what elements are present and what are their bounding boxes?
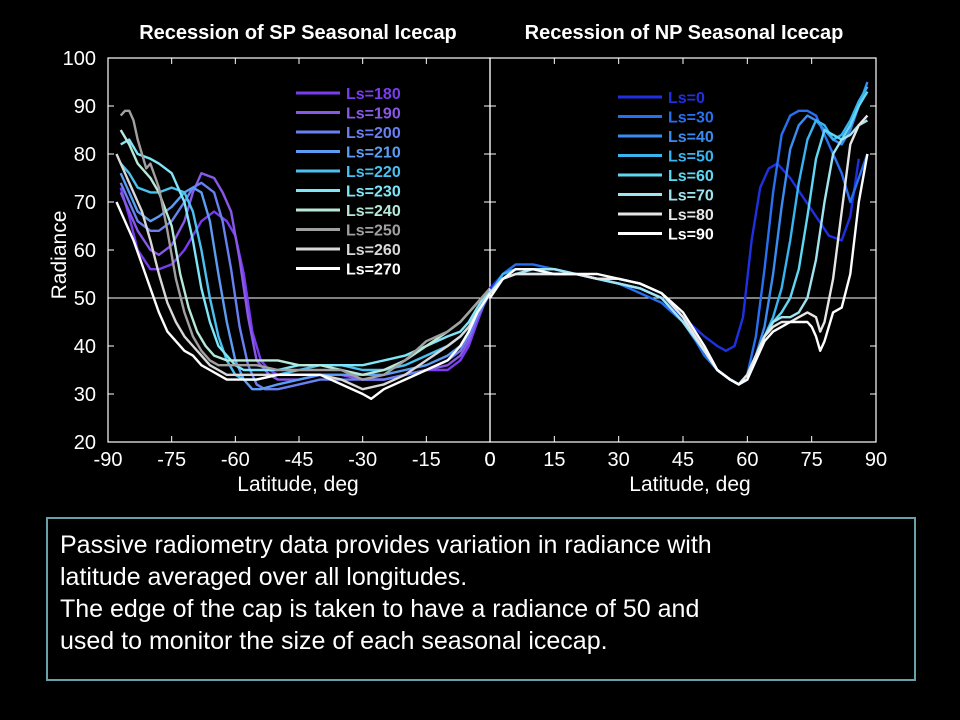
np-legend-label: Ls=70	[668, 188, 714, 205]
sp-y-tick-label: 30	[74, 384, 96, 406]
np-legend-label: Ls=50	[668, 149, 714, 166]
sp-series-line	[119, 109, 491, 381]
sp-x-tick-label: -90	[94, 449, 123, 471]
sp-y-tick-label: 60	[74, 240, 96, 262]
np-legend-label: Ls=80	[668, 207, 714, 224]
sp-x-axis-label: Latitude, deg	[237, 473, 358, 496]
caption-line: latitude averaged over all longitudes.	[60, 563, 468, 591]
np-chart-title: Recession of NP Seasonal Icecap	[525, 22, 844, 44]
sp-y-tick-label: 20	[74, 432, 96, 454]
sp-series-line	[119, 172, 492, 391]
np-x-axis-label: Latitude, deg	[629, 473, 750, 496]
y-axis-label: Radiance	[48, 211, 71, 300]
caption-line: Passive radiometry data provides variati…	[60, 531, 712, 559]
np-x-tick-label: 90	[865, 449, 887, 471]
sp-legend-label: Ls=270	[346, 262, 401, 279]
sp-y-tick-label: 70	[74, 192, 96, 214]
sp-series-line	[119, 181, 492, 391]
sp-legend-label: Ls=180	[346, 86, 401, 103]
np-icecap-panel: Recession of NP Seasonal Icecap Latitude…	[484, 22, 887, 496]
np-x-tick-label: 45	[672, 449, 694, 471]
caption-line: The edge of the cap is taken to have a r…	[60, 595, 700, 623]
sp-legend-label: Ls=250	[346, 223, 401, 240]
sp-legend-label: Ls=220	[346, 164, 401, 181]
sp-series-line	[119, 162, 492, 381]
sp-legend-label: Ls=240	[346, 203, 401, 220]
sp-series-line	[119, 129, 491, 376]
sp-legend-label: Ls=260	[346, 242, 401, 259]
np-legend-label: Ls=0	[668, 90, 705, 107]
sp-x-tick-label: -15	[412, 449, 441, 471]
sp-y-tick-label: 100	[63, 48, 96, 70]
np-x-tick-label: 30	[608, 449, 630, 471]
sp-series-line	[115, 201, 492, 400]
sp-legend-label: Ls=190	[346, 106, 401, 123]
sp-x-tick-label: 0	[484, 449, 495, 471]
np-legend-label: Ls=40	[668, 129, 714, 146]
sp-y-tick-label: 50	[74, 288, 96, 310]
radiance-charts: Recession of SP Seasonal Icecap Latitude…	[48, 22, 887, 496]
sp-y-tick-label: 80	[74, 144, 96, 166]
sp-series-line	[120, 138, 492, 372]
sp-x-tick-label: -75	[157, 449, 186, 471]
np-legend-label: Ls=60	[668, 168, 714, 185]
sp-icecap-panel: Recession of SP Seasonal Icecap Latitude…	[48, 22, 496, 496]
sp-legend-label: Ls=230	[346, 184, 401, 201]
caption-line: used to monitor the size of each seasona…	[60, 627, 608, 655]
np-legend-label: Ls=30	[668, 110, 714, 127]
np-x-tick-label: 0	[484, 449, 495, 471]
np-x-tick-label: 75	[801, 449, 823, 471]
sp-series-line	[115, 153, 492, 391]
np-x-tick-label: 15	[543, 449, 565, 471]
sp-x-tick-label: -30	[348, 449, 377, 471]
np-series-line	[489, 153, 869, 386]
sp-y-tick-label: 90	[74, 96, 96, 118]
np-x-tick-label: 60	[736, 449, 758, 471]
sp-legend-label: Ls=210	[346, 145, 401, 162]
sp-legend-label: Ls=200	[346, 125, 401, 142]
sp-x-tick-label: -45	[285, 449, 314, 471]
sp-chart-title: Recession of SP Seasonal Icecap	[139, 22, 457, 44]
caption-box: Passive radiometry data provides variati…	[46, 517, 916, 681]
sp-x-tick-label: -60	[221, 449, 250, 471]
sp-y-tick-label: 40	[74, 336, 96, 358]
np-legend-label: Ls=90	[668, 227, 714, 244]
